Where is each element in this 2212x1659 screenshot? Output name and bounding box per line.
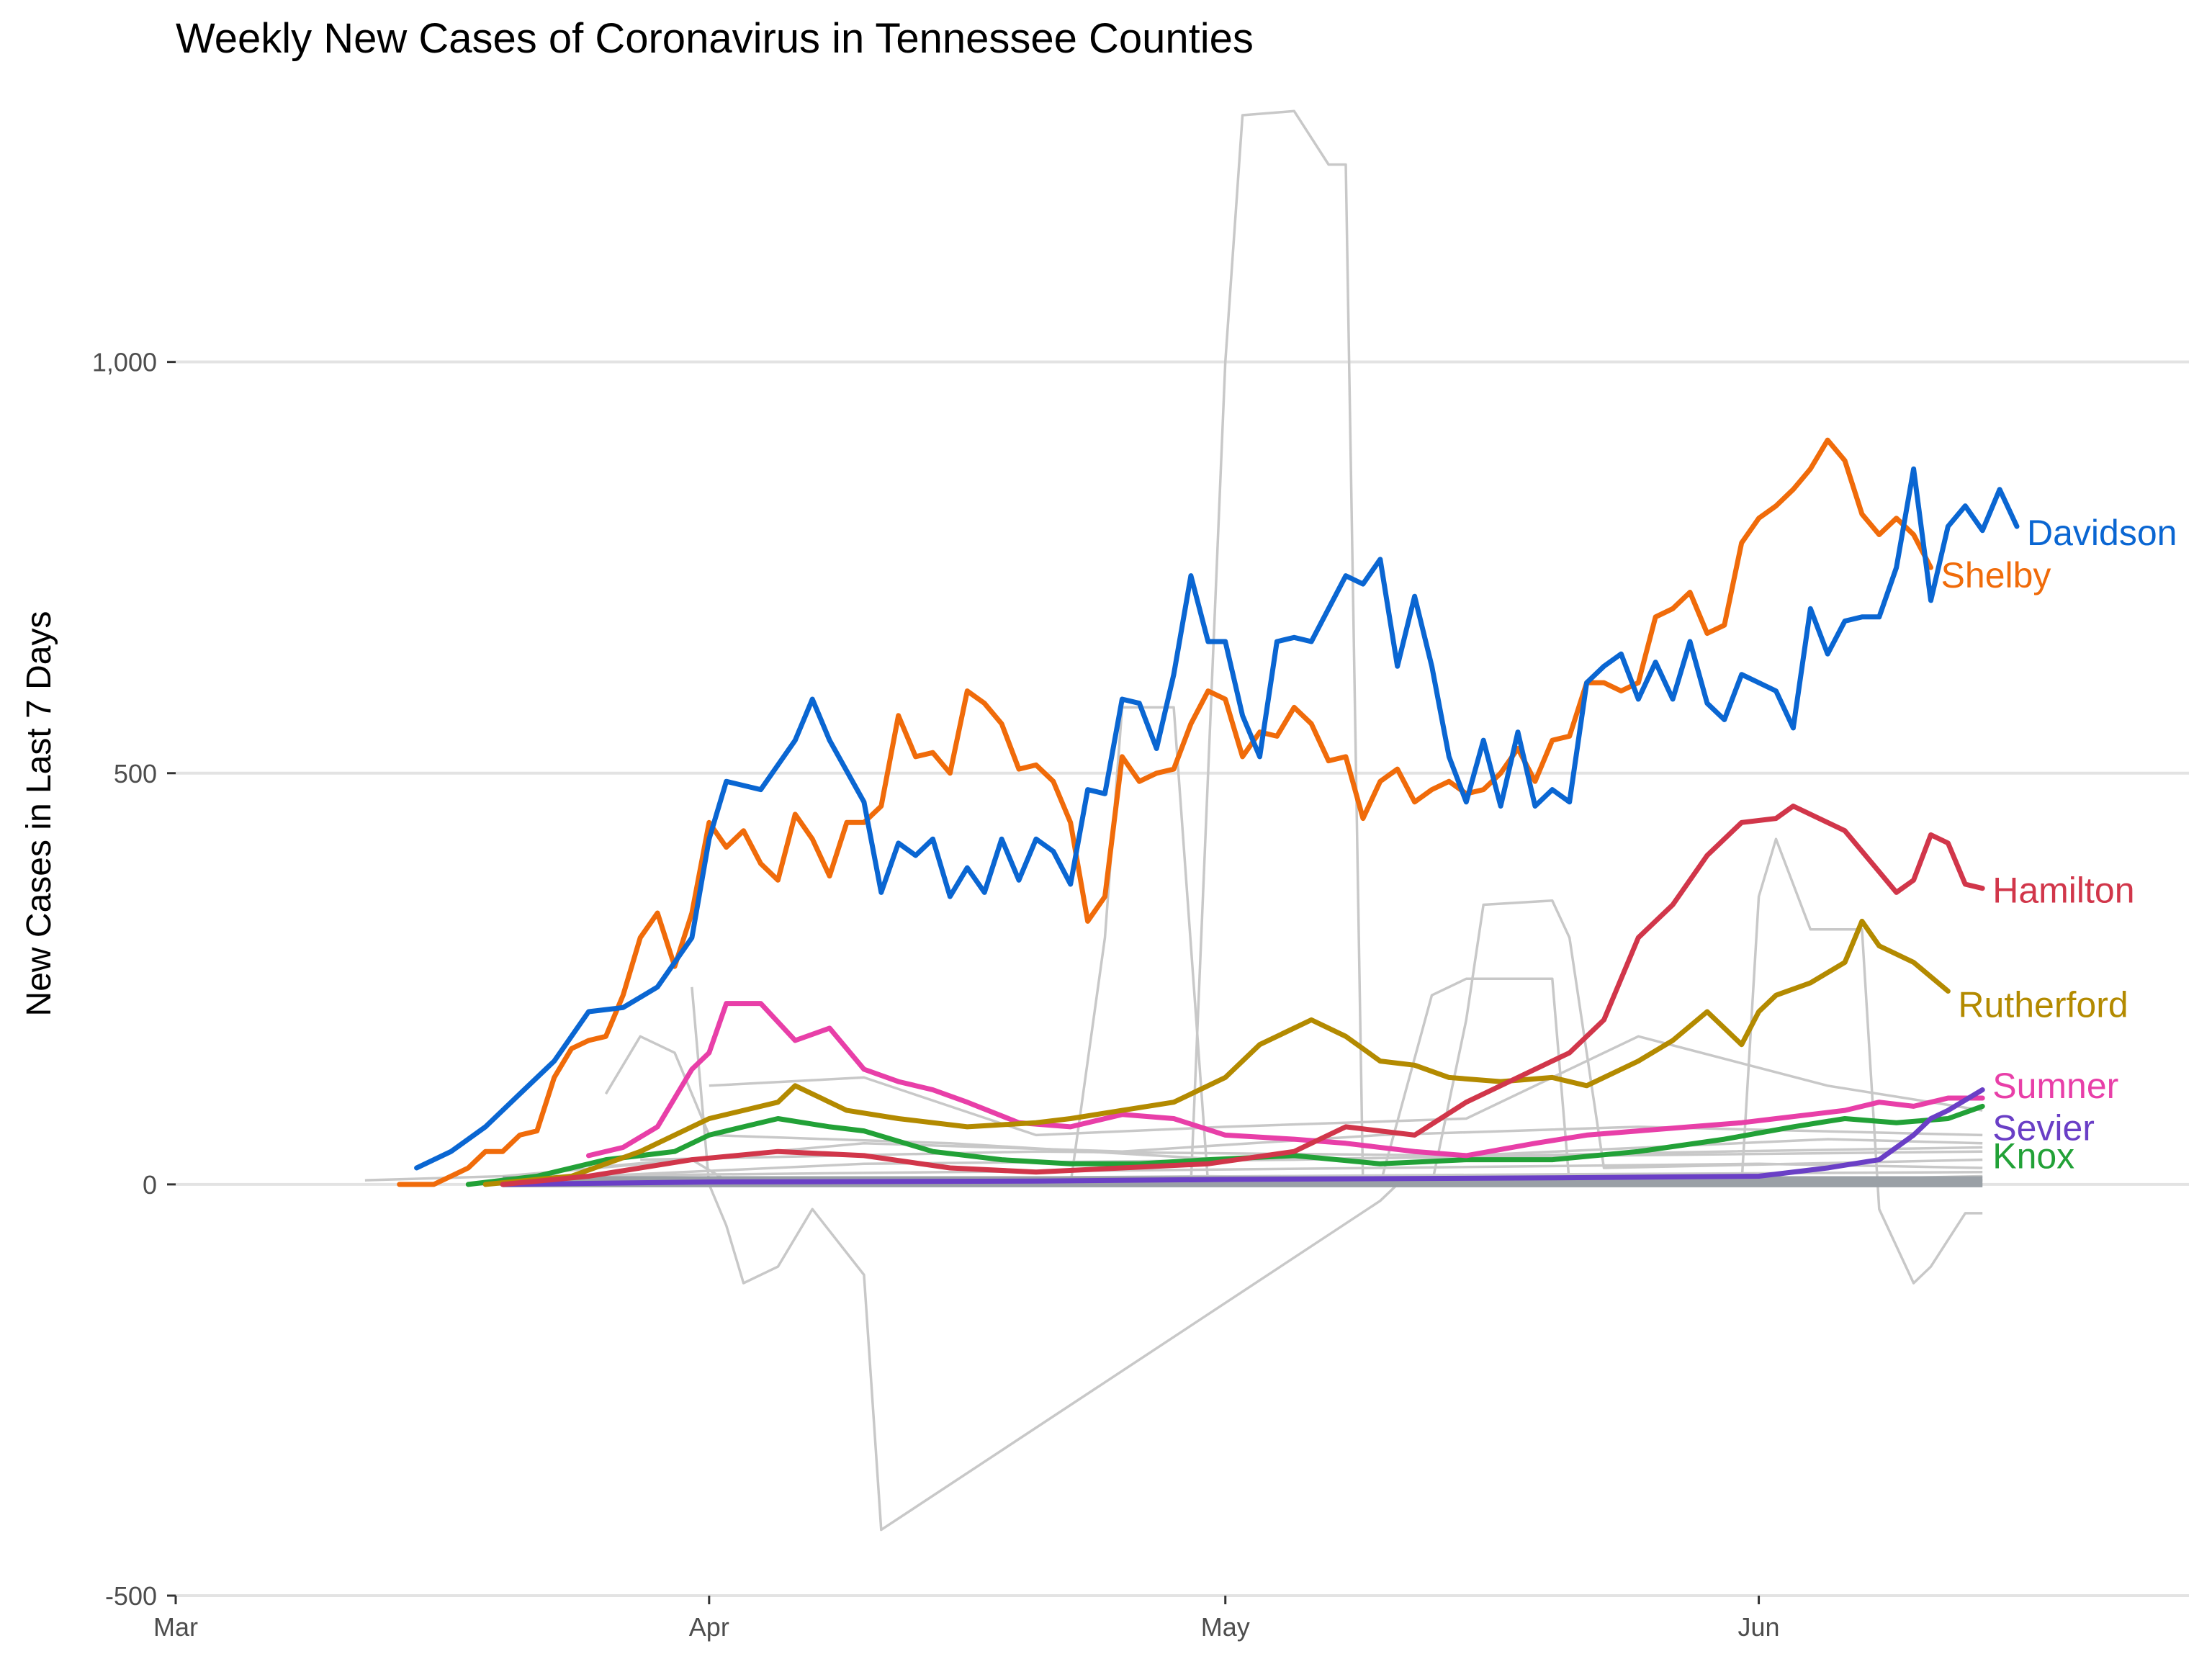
label-sumner: Sumner [1992, 1066, 2118, 1106]
label-hamilton: Hamilton [1992, 871, 2134, 911]
background-county-line [691, 986, 1983, 1532]
x-tick-label: Jun [1738, 1612, 1780, 1642]
label-knox: Knox [1992, 1136, 2074, 1176]
y-axis-title: New Cases in Last 7 Days [20, 611, 58, 1017]
chart-title: Weekly New Cases of Coronavirus in Tenne… [176, 15, 1254, 62]
highlighted-county-lines [397, 437, 2020, 1187]
label-sevier: Sevier [1992, 1108, 2095, 1148]
line-rutherford [482, 918, 1951, 1187]
gridlines [176, 360, 2189, 1597]
line-sevier [500, 1087, 1985, 1187]
label-rutherford: Rutherford [1958, 984, 2128, 1025]
x-tick-label: May [1201, 1612, 1250, 1642]
line-hamilton [500, 804, 1985, 1187]
background-county-line [588, 1125, 1983, 1169]
y-tick-label: -500 [105, 1581, 157, 1611]
axes: -500 0 500 1,000 Mar Apr May Jun [92, 348, 1780, 1642]
y-tick-label: 500 [114, 759, 157, 788]
line-knox [465, 1103, 1985, 1187]
background-county-lines [364, 109, 1983, 1532]
y-tick-label: 1,000 [92, 348, 157, 377]
background-county-line [1190, 109, 1983, 1186]
label-davidson: Davidson [2027, 513, 2177, 553]
background-county-line [1430, 899, 1983, 1185]
line-davidson [414, 466, 2020, 1171]
background-county-line [1740, 837, 1983, 1285]
y-tick-label: 0 [143, 1170, 157, 1200]
line-shelby [397, 437, 1933, 1187]
line-sumner [586, 1001, 1985, 1159]
x-tick-label: Apr [689, 1612, 729, 1642]
x-tick-label: Mar [153, 1612, 198, 1642]
background-county-line [709, 1035, 1983, 1137]
background-county-line [503, 1146, 1983, 1182]
label-shelby: Shelby [1941, 555, 2051, 595]
